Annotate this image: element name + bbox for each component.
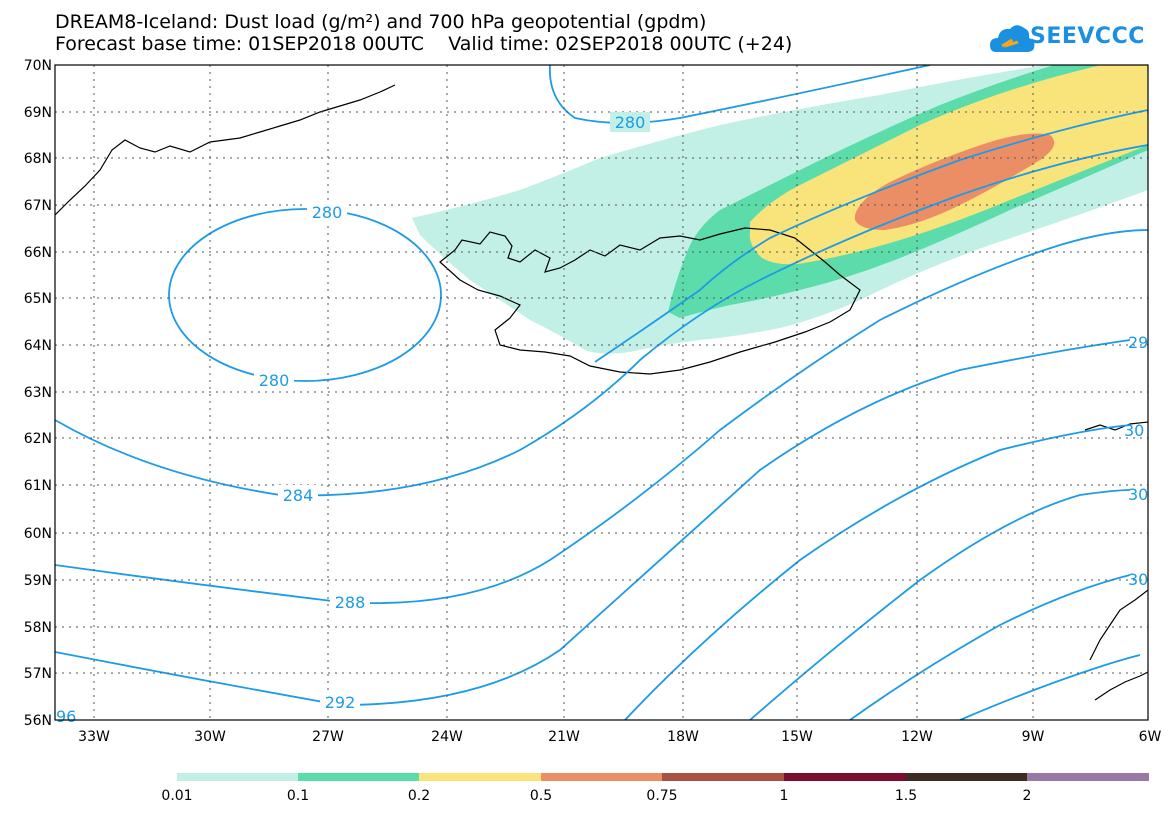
colorbar-swatch	[419, 773, 541, 781]
colorbar-label: 0.01	[161, 788, 192, 804]
contour-label: 292	[325, 693, 356, 712]
greenland-coastline	[55, 84, 396, 216]
lat-label: 65N	[24, 291, 52, 307]
contour-label: 284	[283, 486, 314, 505]
contour-label: 29	[1128, 333, 1148, 352]
contour-label: 280	[312, 203, 343, 222]
lat-label: 59N	[24, 573, 52, 589]
contour-292	[55, 339, 1131, 706]
scotland-coastline	[1084, 421, 1148, 701]
lat-label: 70N	[24, 58, 52, 74]
colorbar-label: 0.2	[408, 788, 430, 804]
lat-label: 61N	[24, 478, 52, 494]
contour-label: 288	[335, 593, 366, 612]
contour-300	[749, 489, 1131, 720]
lon-label: 30W	[194, 729, 226, 745]
logo-text: SEEVCCC	[1030, 24, 1145, 49]
plot-frame	[54, 64, 1149, 721]
lon-label: 21W	[548, 729, 580, 745]
colorbar-label: 0.75	[646, 788, 677, 804]
contour-304	[849, 574, 1131, 720]
geopotential-contours	[55, 65, 1148, 720]
colorbar-label: 2	[1023, 788, 1032, 804]
map-subtitle: Forecast base time: 01SEP2018 00UTC Vali…	[55, 33, 793, 55]
cloud-logo-icon	[990, 25, 1035, 52]
contour-280-north	[549, 65, 931, 124]
contour-288	[55, 229, 1148, 605]
contour-280-ring	[168, 208, 442, 382]
colorbar-swatch	[784, 773, 906, 781]
colorbar-swatch	[177, 773, 298, 781]
contour-label: 30	[1124, 421, 1144, 440]
colorbar-swatch	[1027, 773, 1149, 781]
colorbar-swatch	[662, 773, 784, 781]
lat-label: 58N	[24, 620, 52, 636]
lat-label: 69N	[24, 105, 52, 121]
lat-label: 66N	[24, 245, 52, 261]
lon-label: 24W	[431, 729, 463, 745]
contour-label-group: 280 280 280 284 288 292 96 29 30 30 30	[56, 112, 1148, 726]
graticule	[55, 65, 1148, 720]
contour-label: 30	[1128, 485, 1148, 504]
latitude-labels: 70N 69N 68N 67N 66N 65N 64N 63N 62N 61N …	[24, 58, 52, 729]
colorbar-label: 1.5	[895, 788, 917, 804]
colorbar-label: 1	[780, 788, 789, 804]
lat-label: 68N	[24, 151, 52, 167]
lat-label: 62N	[24, 431, 52, 447]
colorbar-label: 0.5	[530, 788, 552, 804]
contour-284	[55, 144, 1148, 497]
lon-label: 33W	[78, 729, 110, 745]
colorbar-swatch	[298, 773, 419, 781]
colorbar-labels: 0.01 0.1 0.2 0.5 0.75 1 1.5 2	[161, 788, 1031, 804]
lon-label: 27W	[312, 729, 344, 745]
contour-label: 96	[56, 707, 76, 726]
lon-label: 12W	[901, 729, 933, 745]
lon-label: 9W	[1022, 729, 1045, 745]
lat-label: 67N	[24, 198, 52, 214]
contour-label: 30	[1128, 570, 1148, 589]
lon-label: 18W	[667, 729, 699, 745]
lon-label: 6W	[1139, 729, 1162, 745]
contour-308	[959, 654, 1141, 720]
lon-label: 15W	[781, 729, 813, 745]
longitude-labels: 33W 30W 27W 24W 21W 18W 15W 12W 9W 6W	[78, 729, 1161, 745]
map-title: DREAM8-Iceland: Dust load (g/m²) and 700…	[55, 11, 707, 33]
colorbar-swatch	[906, 773, 1027, 781]
iceland-coastline	[439, 227, 861, 375]
colorbar-swatch	[541, 773, 662, 781]
lat-label: 56N	[24, 713, 52, 729]
lat-label: 63N	[24, 385, 52, 401]
lat-label: 60N	[24, 526, 52, 542]
contour-label: 280	[259, 371, 290, 390]
dust-area-05	[855, 133, 1055, 230]
colorbar-label: 0.1	[287, 788, 309, 804]
lat-label: 64N	[24, 338, 52, 354]
contour-296	[624, 424, 1131, 720]
contour-label: 280	[615, 113, 646, 132]
lat-label: 57N	[24, 666, 52, 682]
colorbar	[177, 773, 1149, 781]
contour-280-iceland	[594, 109, 1148, 363]
